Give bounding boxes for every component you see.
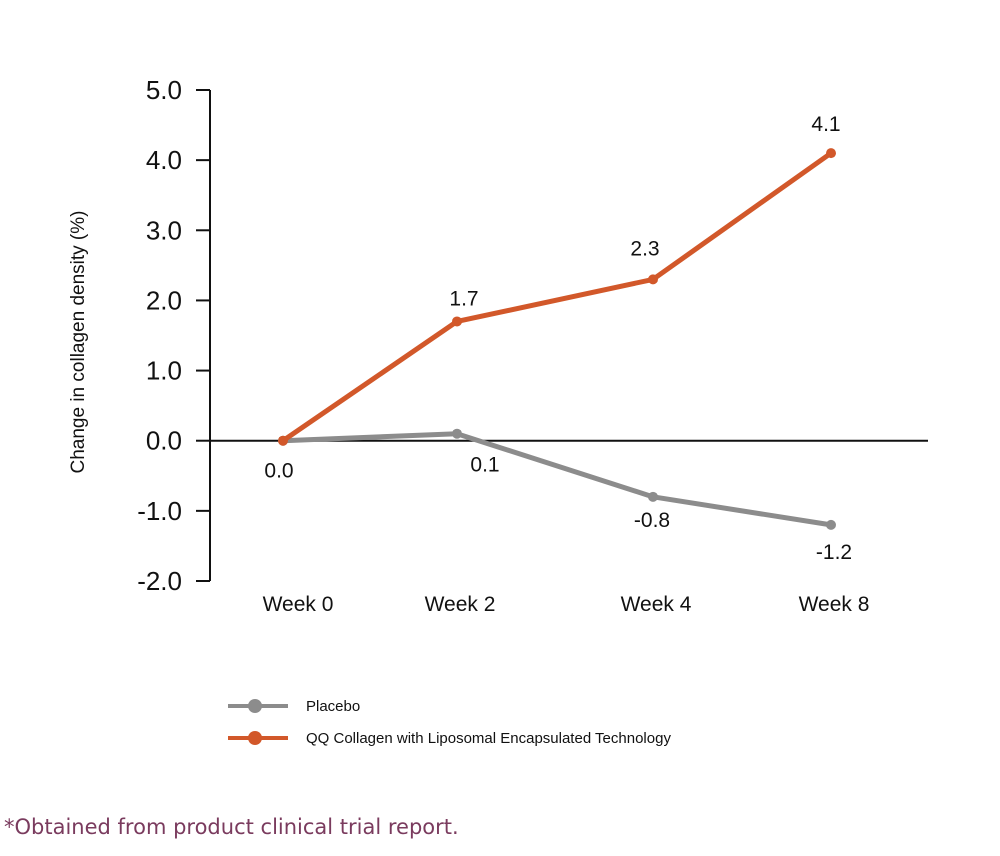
- data-label-placebo: -0.8: [634, 509, 670, 532]
- legend-swatch-placebo: [228, 696, 288, 716]
- data-label-placebo: 0.0: [264, 460, 293, 483]
- x-tick-label: Week 0: [263, 593, 334, 616]
- y-tick-label: -1.0: [137, 496, 182, 526]
- data-label-qq-collagen: 2.3: [630, 237, 659, 260]
- legend-label-placebo: Placebo: [306, 697, 361, 715]
- legend-item-qq-collagen: QQ Collagen with Liposomal Encapsulated …: [228, 722, 671, 754]
- y-tick-label: 4.0: [146, 145, 182, 175]
- footnote: *Obtained from product clinical trial re…: [4, 815, 459, 839]
- x-tick-label: Week 4: [621, 593, 692, 616]
- series-line-1: [280, 150, 834, 444]
- x-axis: Week 0 Week 2 Week 4 Week 8: [210, 439, 928, 616]
- data-point: [278, 435, 288, 446]
- data-point: [648, 274, 658, 285]
- legend-label-qq-collagen: QQ Collagen with Liposomal Encapsulated …: [306, 729, 671, 747]
- data-point: [452, 316, 462, 327]
- data-point: [648, 491, 658, 502]
- data-point: [826, 148, 836, 159]
- data-label-placebo: 0.1: [470, 454, 499, 477]
- y-axis: 5.0 4.0 3.0 2.0 1.0 0.0 -1.0 -2.0: [137, 75, 211, 596]
- data-labels: 0.0 0.1 -0.8 -1.2 1.7 2.3 4.1: [264, 113, 852, 564]
- data-point: [452, 428, 462, 439]
- data-label-placebo: -1.2: [816, 541, 852, 564]
- y-tick-label: -2.0: [137, 566, 182, 596]
- series-line-0: [280, 431, 834, 528]
- legend: Placebo QQ Collagen with Liposomal Encap…: [228, 690, 671, 754]
- y-tick-label: 2.0: [146, 285, 182, 315]
- y-tick-label: 1.0: [146, 356, 182, 386]
- y-tick-label: 3.0: [146, 215, 182, 245]
- y-tick-label: 0.0: [146, 426, 182, 456]
- legend-item-placebo: Placebo: [228, 690, 671, 722]
- data-label-qq-collagen: 1.7: [449, 287, 478, 310]
- series-layer: [278, 148, 836, 530]
- y-tick-label: 5.0: [146, 75, 182, 105]
- legend-swatch-qq-collagen: [228, 728, 288, 748]
- data-label-qq-collagen: 4.1: [811, 113, 840, 136]
- y-axis-label: Change in collagen density (%): [68, 211, 89, 474]
- x-tick-label: Week 2: [425, 593, 496, 616]
- data-point: [826, 519, 836, 530]
- x-tick-label: Week 8: [799, 593, 870, 616]
